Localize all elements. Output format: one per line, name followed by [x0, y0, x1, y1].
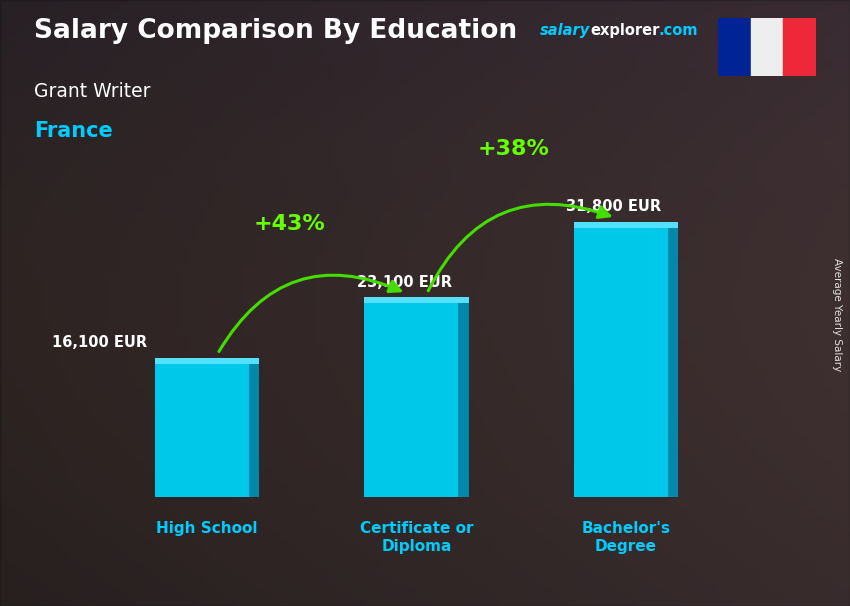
- Text: Bachelor's
Degree: Bachelor's Degree: [581, 521, 671, 553]
- Bar: [155, 358, 259, 497]
- Text: explorer: explorer: [591, 23, 660, 38]
- Bar: [155, 358, 259, 364]
- Text: France: France: [34, 121, 113, 141]
- Text: Certificate or
Diploma: Certificate or Diploma: [360, 521, 473, 553]
- Bar: [718, 18, 751, 76]
- Text: salary: salary: [540, 23, 590, 38]
- Text: High School: High School: [156, 521, 258, 536]
- Text: Grant Writer: Grant Writer: [34, 82, 150, 101]
- Bar: [668, 222, 678, 497]
- Bar: [364, 297, 469, 304]
- Text: Average Yearly Salary: Average Yearly Salary: [832, 259, 842, 371]
- Text: 16,100 EUR: 16,100 EUR: [52, 335, 147, 350]
- Bar: [574, 222, 678, 497]
- Bar: [249, 358, 259, 497]
- Bar: [784, 18, 816, 76]
- Bar: [574, 222, 678, 228]
- Text: .com: .com: [659, 23, 698, 38]
- Bar: [751, 18, 784, 76]
- Text: +38%: +38%: [478, 139, 550, 159]
- Text: 31,800 EUR: 31,800 EUR: [566, 199, 661, 215]
- Text: Salary Comparison By Education: Salary Comparison By Education: [34, 18, 517, 44]
- Text: +43%: +43%: [253, 214, 326, 235]
- Bar: [458, 297, 469, 497]
- Text: 23,100 EUR: 23,100 EUR: [357, 275, 451, 290]
- Bar: [364, 297, 469, 497]
